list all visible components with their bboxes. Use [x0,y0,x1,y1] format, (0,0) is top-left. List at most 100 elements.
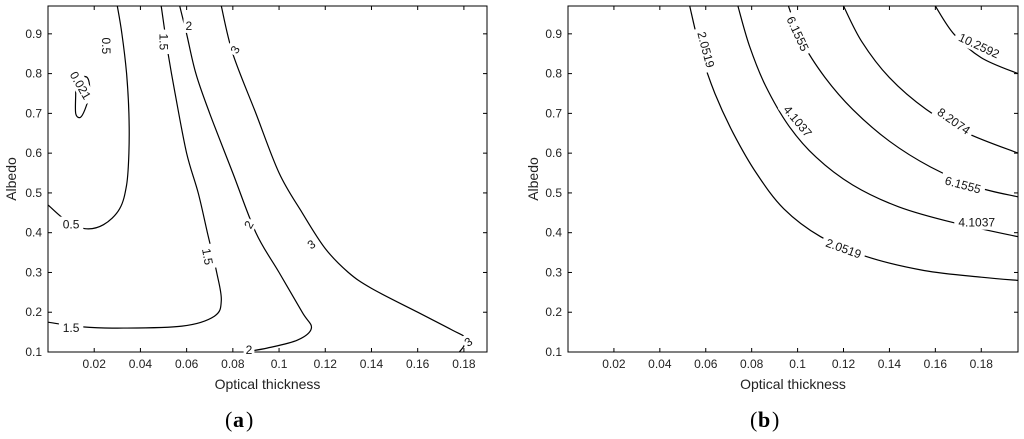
contour-line-6_1555 [787,6,1018,198]
x-tick-label: 0.14 [878,357,902,371]
panel-label-b-open: ( [750,407,757,432]
x-tick-label: 0.14 [360,357,384,371]
x-tick-label: 0.06 [175,357,199,371]
contour-label-bg [777,98,819,143]
contour-label-text: 1.5 [199,247,216,266]
plot-frame [47,5,488,353]
contour-label: 2 [239,216,258,233]
y-tick-label: 0.2 [25,305,42,319]
contour-label: 1.5 [156,29,172,54]
x-tick-label: 0.1 [271,357,288,371]
contour-label-bg [781,10,815,58]
y-tick-label: 0.7 [25,106,42,120]
contour-label: 2 [243,342,255,357]
contour-label: 0.5 [58,216,84,232]
x-axis-label: Optical thickness [215,376,321,392]
y-tick-label: 0.8 [545,67,562,81]
contour-label-bg [225,41,244,58]
contour-label-text: 2.0519 [694,30,717,69]
y-axis-label: Albedo [525,157,541,201]
contour-line-0_5 [48,6,130,230]
contour-label-bg [58,216,84,232]
y-tick-label: 0.4 [25,226,42,240]
x-tick-label: 0.18 [452,357,476,371]
contour-label: 2.0519 [820,233,868,263]
contour-label-bg [156,29,172,54]
contour-line-0_021 [74,75,91,119]
x-tick-label: 0.02 [83,357,107,371]
contour-label-text: 2.0519 [824,236,864,262]
contour-label-bg [183,17,195,33]
contour-label-bg [58,320,84,336]
contour-label-bg [198,243,218,270]
contour-label: 1.5 [58,320,84,336]
panel-label-b-close: ) [772,407,779,432]
contour-panel-b: 0.02 0.04 0.06 0.08 0.1 0.12 0.14 0.16 0.18 0.1 0.… [525,5,1019,392]
panel-label-b: b [758,407,770,432]
x-tick-label: 0.12 [314,357,338,371]
x-tick-label: 0.18 [970,357,994,371]
y-tick-label: 0.2 [545,305,562,319]
contour-label: 4.1037 [954,214,1000,230]
x-tick-label: 0.06 [694,357,718,371]
contour-line-4_1037 [737,6,1018,238]
contour-label: 2.0519 [693,25,720,74]
y-tick-label: 0.9 [25,27,42,41]
y-tick-label: 0.5 [545,186,562,200]
y-tick-label: 0.3 [25,265,42,279]
x-axis-label: Optical thickness [740,376,846,392]
contour-label-bg [952,27,1006,64]
contour-label-text: 8.2074 [935,105,973,138]
contour-label: 3 [459,332,477,351]
contour-line-2_0519 [689,6,1018,281]
y-axis-label: Albedo [3,157,19,201]
contour-label-text: 1.5 [157,33,171,50]
x-tick-label: 0.16 [406,357,430,371]
y-tick-label: 0.3 [545,265,562,279]
contour-label: 0.021 [64,65,97,106]
contour-label: 10.2592 [952,27,1006,64]
x-tick-label: 0.02 [602,357,626,371]
panel-label-a-close: ) [246,407,253,432]
y-tick-label: 0.9 [545,27,562,41]
y-tick-label: 0.7 [545,106,562,120]
contour-label-text: 6.1555 [943,173,982,196]
panel-label-a-open: ( [225,407,232,432]
contour-label-bg [693,25,720,74]
y-tick-label: 0.8 [25,67,42,81]
x-tick-label: 0.16 [924,357,948,371]
y-tick-label: 0.4 [545,226,562,240]
contour-label-text: 2 [246,343,253,357]
contour-label-bg [98,33,114,58]
x-tick-label: 0.08 [221,357,245,371]
contour-label: 2 [183,17,195,33]
contour-label-bg [820,233,868,263]
contour-label-text: 1.5 [63,321,80,335]
contour-label-bg [954,214,1000,230]
contour-label: 4.1037 [777,98,819,143]
plot-frame [567,5,1019,353]
x-tick-label: 0.04 [648,357,672,371]
y-tick-label: 0.1 [25,345,42,359]
contour-label: 0.5 [98,33,114,58]
contour-line-3 [220,6,468,352]
contour-label-bg [939,171,987,198]
contour-label-bg [239,216,258,233]
x-tick-label: 0.12 [832,357,856,371]
x-tick-label: 0.1 [789,357,806,371]
x-tick-label: 0.04 [129,357,153,371]
contour-label-text: 0.5 [63,218,80,232]
contour-label-bg [64,65,97,106]
contour-label: 6.1555 [781,10,815,58]
contour-label-bg [459,332,477,351]
contour-line-1_5 [48,6,222,329]
contour-label: 8.2074 [931,101,977,140]
contour-label-bg [243,342,255,357]
y-tick-label: 0.1 [545,345,562,359]
contour-label-bg [302,234,320,254]
contour-label: 1.5 [198,243,218,270]
contour-panel-a: 0.02 0.04 0.06 0.08 0.1 0.12 0.14 0.16 0.18 0.1 0.… [3,5,488,392]
contour-label: 3 [225,41,244,58]
contour-label-text: 2 [186,19,193,33]
